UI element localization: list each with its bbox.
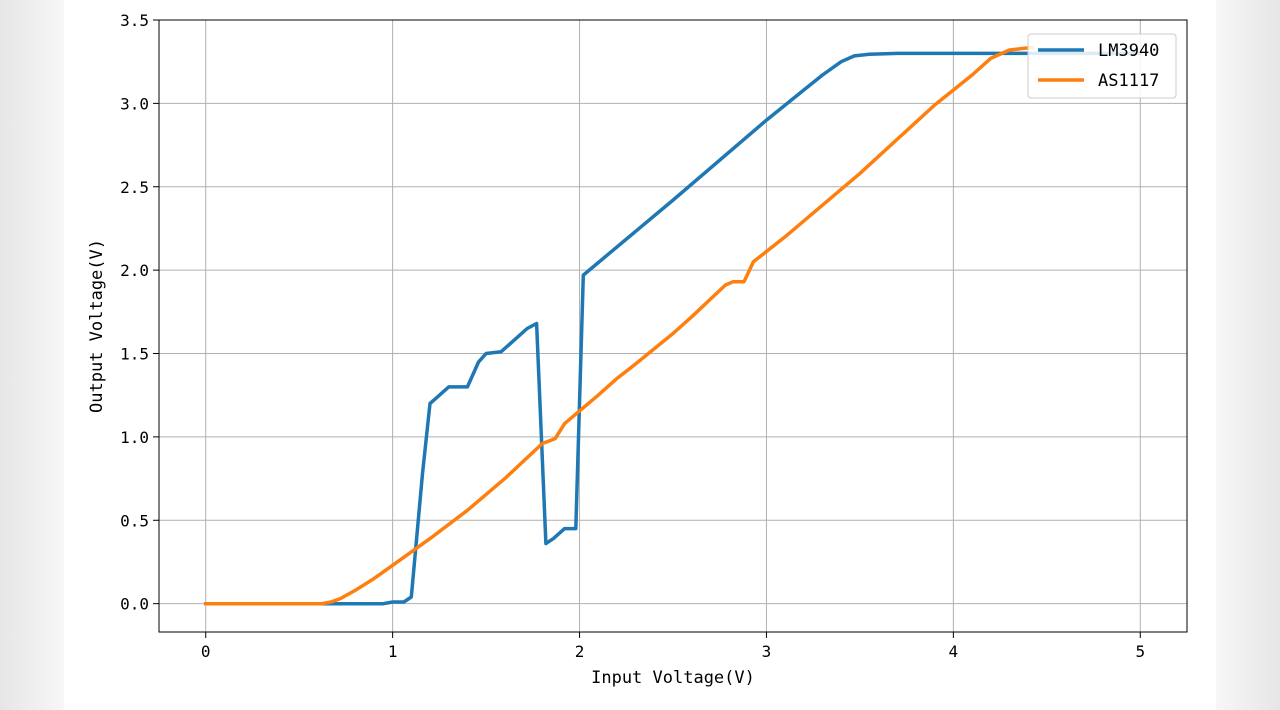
line-chart: 0 1 2 3 4 5 0.0 0.5 1.0 1.5 2.0 2.5 3.0 3.5 Input Vol… — [87, 11, 1188, 688]
plot-area-border — [158, 19, 1188, 633]
series-line-as1117 — [203, 45, 1034, 606]
x-tick-label: 3 — [762, 642, 772, 661]
grid-lines — [159, 19, 1187, 632]
axis-ticks: 0 1 2 3 4 5 0.0 0.5 1.0 1.5 2.0 2.5 3.0 3.5 — [120, 11, 1145, 661]
x-tick-label: 2 — [575, 642, 585, 661]
y-tick-label: 3.0 — [120, 94, 149, 113]
y-tick-label: 2.5 — [120, 178, 149, 197]
y-tick-label: 1.0 — [120, 428, 149, 447]
y-tick-label: 2.0 — [120, 261, 149, 280]
x-axis-label: Input Voltage(V) — [591, 668, 755, 688]
series-lines — [203, 45, 1143, 606]
legend: LM3940 AS1117 — [1027, 33, 1177, 99]
legend-label-lm3940: LM3940 — [1098, 41, 1159, 61]
y-tick-label: 0.5 — [120, 511, 149, 530]
x-tick-label: 4 — [949, 642, 959, 661]
x-tick-label: 5 — [1135, 642, 1145, 661]
y-tick-label: 3.5 — [120, 11, 149, 30]
chart-figure: 0 1 2 3 4 5 0.0 0.5 1.0 1.5 2.0 2.5 3.0 3.5 Input Vol… — [64, 0, 1216, 710]
series-line-lm3940 — [203, 51, 1143, 606]
x-tick-label: 0 — [201, 642, 211, 661]
y-tick-label: 1.5 — [120, 345, 149, 364]
y-tick-label: 0.0 — [120, 595, 149, 614]
y-axis-label: Output Voltage(V) — [87, 239, 107, 413]
x-tick-label: 1 — [388, 642, 398, 661]
legend-label-as1117: AS1117 — [1098, 71, 1159, 91]
